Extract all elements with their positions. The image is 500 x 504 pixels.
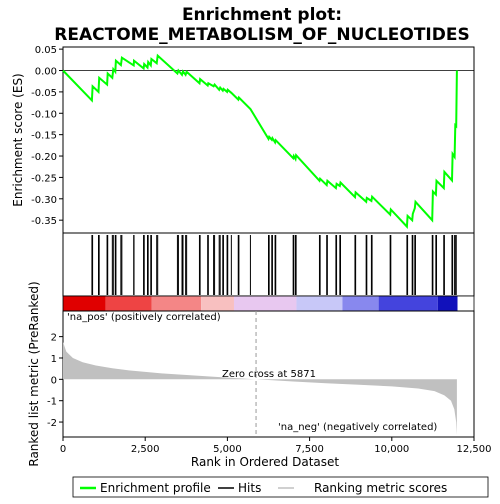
rank-y-axis-ticks: 2 1 0 -1 -2 — [47, 333, 63, 429]
rank-x-tick-label: 2,500 — [131, 444, 160, 455]
es-panel: 0.05 0.00 -0.05 -0.10 -0.15 -0.20 -0.25 -0.30 -0… — [11, 45, 475, 234]
es-y-axis-ticks: 0.05 0.00 -0.05 -0.10 -0.15 -0.20 -0.25 -0.30 -0… — [31, 45, 63, 227]
chart-legend: Enrichment profile Hits Ranking metric s… — [72, 476, 489, 498]
es-y-tick-label: 0.00 — [35, 67, 57, 78]
es-y-tick-label: -0.35 — [31, 216, 57, 227]
rank-x-tick-label: 10,000 — [374, 444, 409, 455]
rank-x-tick-label: 7,500 — [295, 444, 324, 455]
heat-bar-segment — [296, 296, 343, 311]
negative-correlation-label: 'na_neg' (negatively correlated) — [278, 422, 437, 433]
es-y-tick-label: -0.30 — [31, 195, 57, 206]
heat-bar-segment — [437, 296, 458, 311]
heat-bar-empty — [457, 296, 474, 311]
heat-bar-segment — [378, 296, 438, 311]
hit-marks — [91, 235, 457, 295]
es-y-tick-label: 0.05 — [35, 45, 57, 56]
es-y-tick-label: -0.05 — [31, 88, 57, 99]
heat-bar-segment — [105, 296, 152, 311]
rank-x-axis-label: Rank in Ordered Dataset — [191, 455, 339, 469]
rank-y-tick-label: -1 — [47, 397, 57, 408]
rank-y-axis-label: Ranked list metric (PreRanked) — [27, 281, 41, 466]
rank-x-tick-label: 0 — [60, 444, 66, 455]
rank-y-tick-label: 1 — [51, 354, 57, 365]
enrichment-profile-line — [62, 53, 458, 229]
zero-cross-label: Zero cross at 5871 — [222, 369, 316, 380]
heat-bar-segment — [63, 296, 106, 311]
chart-title-line2: REACTOME_METABOLISM_OF_NUCLEOTIDES — [54, 25, 469, 45]
rank-y-tick-label: 0 — [51, 375, 57, 386]
es-y-tick-label: -0.15 — [31, 131, 57, 142]
heat-bar-segment — [201, 296, 234, 311]
heat-bar-segment — [342, 296, 379, 311]
legend-frame — [72, 476, 489, 498]
legend-label-ranking: Ranking metric scores — [314, 481, 447, 495]
rank-x-axis-ticks: 0 2,500 5,000 7,500 10,000 12,500 — [60, 437, 492, 455]
legend-label-enrichment: Enrichment profile — [100, 481, 211, 495]
legend-label-hits: Hits — [238, 481, 261, 495]
hits-panel — [62, 232, 475, 297]
es-y-axis-label: Enrichment score (ES) — [11, 73, 25, 206]
rank-x-tick-label: 12,500 — [457, 444, 492, 455]
positive-correlation-label: 'na_pos' (positively correlated) — [67, 312, 221, 323]
es-y-tick-label: -0.25 — [31, 173, 57, 184]
es-y-tick-label: -0.20 — [31, 152, 57, 163]
heat-bar-segment — [233, 296, 297, 311]
es-y-tick-label: -0.10 — [31, 109, 57, 120]
rank-y-tick-label: 2 — [51, 333, 57, 344]
chart-title-line1: Enrichment plot: — [182, 5, 342, 25]
rank-x-tick-label: 5,000 — [213, 444, 242, 455]
heat-bar-segment — [151, 296, 202, 311]
rank-heat-bar — [62, 295, 475, 312]
rank-metric-panel: 2 1 0 -1 -2 0 2,500 5,000 7,500 10,000 12,500 'na… — [27, 281, 492, 469]
rank-y-tick-label: -2 — [47, 418, 57, 429]
